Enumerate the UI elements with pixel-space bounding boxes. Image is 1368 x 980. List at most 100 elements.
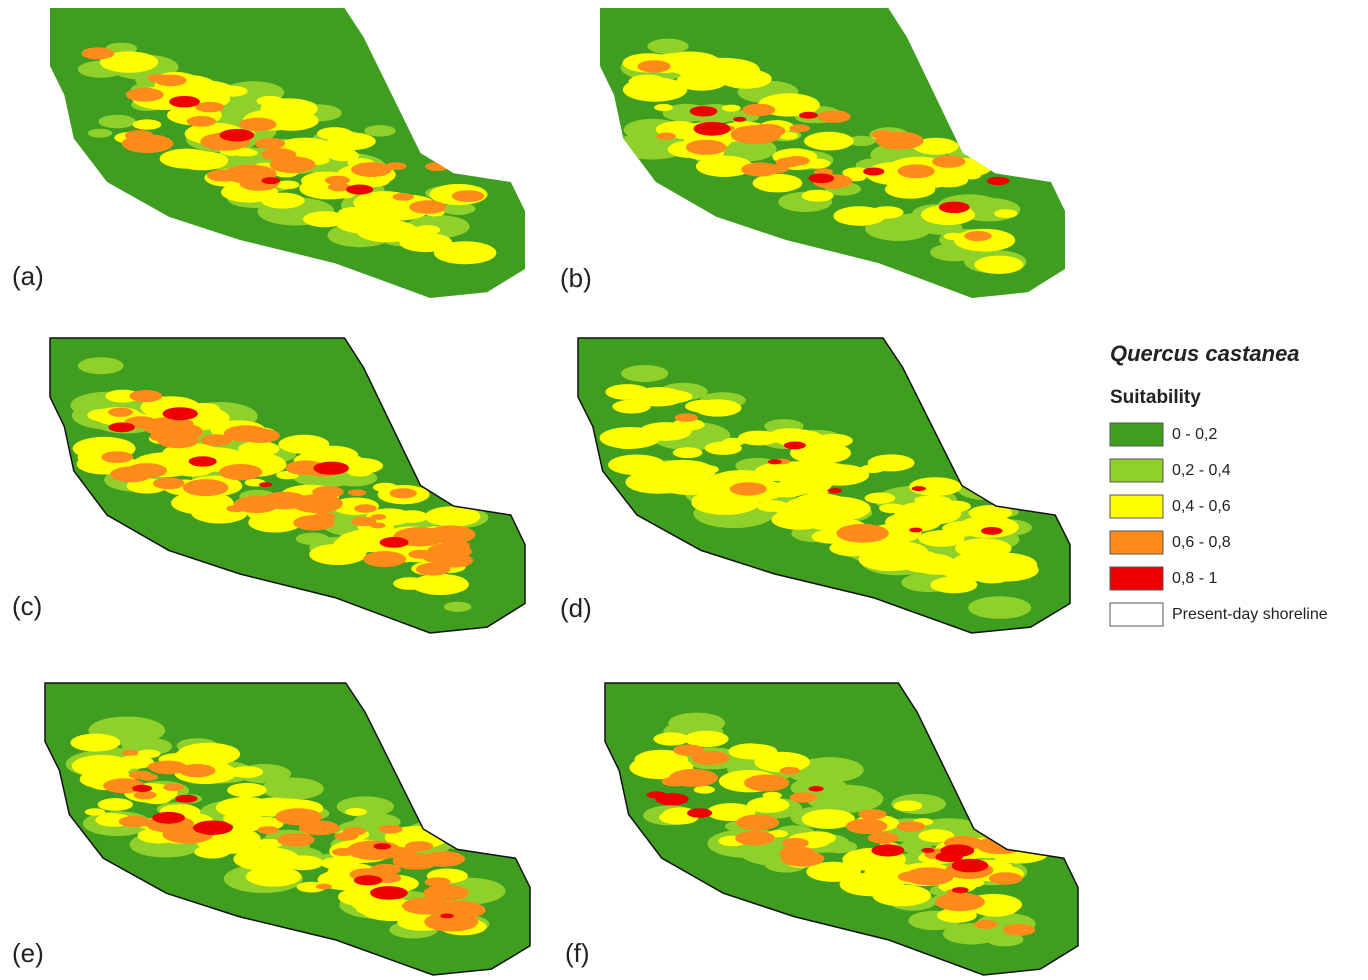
suitability-patch xyxy=(250,857,282,869)
suitability-patch xyxy=(736,815,779,831)
suitability-patch xyxy=(348,489,366,496)
suitability-patch xyxy=(605,384,649,400)
suitability-patch xyxy=(277,833,315,847)
panel-label: (d) xyxy=(560,593,592,623)
suitability-patch xyxy=(219,464,262,480)
suitability-patch xyxy=(675,413,698,421)
suitability-patch xyxy=(317,127,352,140)
suitability-patch xyxy=(871,844,904,856)
suitability-patch xyxy=(944,233,964,240)
suitability-patch xyxy=(201,434,233,446)
suitability-patch xyxy=(78,357,124,374)
suitability-patch xyxy=(694,786,715,794)
suitability-patch xyxy=(163,784,184,792)
suitability-patch xyxy=(207,169,240,181)
suitability-patch xyxy=(686,140,727,155)
suitability-patch xyxy=(323,145,351,155)
suitability-patch xyxy=(987,177,1010,185)
suitability-patch xyxy=(390,488,417,498)
suitability-patch xyxy=(658,390,693,402)
suitability-patch xyxy=(71,734,121,752)
suitability-patch xyxy=(939,202,970,213)
suitability-patch xyxy=(293,515,334,530)
suitability-patch xyxy=(935,893,985,911)
suitability-patch xyxy=(865,493,896,504)
panel-label: (a) xyxy=(12,261,44,291)
suitability-patch xyxy=(653,732,689,745)
suitability-patch xyxy=(776,157,802,167)
suitability-patch xyxy=(731,125,782,144)
suitability-patch xyxy=(815,499,859,515)
suitability-patch xyxy=(974,920,998,929)
suitability-patch xyxy=(826,866,856,877)
suitability-patch xyxy=(259,482,272,487)
suitability-patch xyxy=(921,848,934,853)
suitability-patch xyxy=(958,878,984,888)
suitability-patch xyxy=(868,832,899,843)
suitability-patch xyxy=(261,148,296,161)
suitability-patch xyxy=(863,168,884,176)
suitability-patch xyxy=(223,812,262,826)
suitability-patch xyxy=(768,459,782,464)
suitability-patch xyxy=(935,852,963,862)
suitability-patch xyxy=(974,256,1023,274)
suitability-patch xyxy=(238,441,279,456)
suitability-patch xyxy=(897,821,926,832)
suitability-patch xyxy=(742,104,775,116)
suitability-patch xyxy=(836,524,888,543)
suitability-patch xyxy=(947,555,1010,578)
suitability-patch xyxy=(119,816,151,827)
suitability-patch xyxy=(110,467,152,483)
suitability-patch xyxy=(765,482,807,497)
suitability-patch xyxy=(316,884,332,890)
suitability-patch xyxy=(784,442,806,450)
suitability-patch xyxy=(314,462,349,475)
suitability-patch xyxy=(876,132,924,150)
suitability-patch xyxy=(919,530,965,547)
map-panel: (b) xyxy=(560,8,1065,298)
suitability-patch xyxy=(234,496,280,513)
suitability-patch xyxy=(173,419,194,427)
suitability-patch xyxy=(288,465,310,473)
suitability-patch xyxy=(802,190,834,202)
suitability-patch xyxy=(858,809,886,819)
suitability-patch xyxy=(227,783,267,797)
suitability-patch xyxy=(763,792,782,799)
suitability-patch xyxy=(781,851,825,867)
suitability-patch xyxy=(705,442,742,455)
suitability-patch xyxy=(299,821,340,836)
suitability-patch xyxy=(856,819,885,830)
suitability-patch xyxy=(425,162,449,171)
legend-label: 0,2 - 0,4 xyxy=(1172,462,1231,479)
suitability-patch xyxy=(239,118,276,132)
suitability-patch xyxy=(351,162,392,177)
suitability-patch xyxy=(370,886,408,900)
suitability-patch xyxy=(351,517,376,526)
suitability-patch xyxy=(687,808,712,817)
suitability-patch xyxy=(109,422,135,432)
suitability-patch xyxy=(354,504,377,512)
panel-label: (c) xyxy=(12,591,42,621)
suitability-patch xyxy=(155,75,186,87)
suitability-patch xyxy=(833,206,885,226)
map-panel: (e) xyxy=(12,683,530,975)
suitability-patch xyxy=(968,596,1031,619)
map-panel: (f) xyxy=(565,683,1078,975)
panel-label: (f) xyxy=(565,938,590,968)
legend: Quercus castanea Suitability 0 - 0,20,2 … xyxy=(1110,341,1328,626)
suitability-patch xyxy=(817,110,850,123)
suitability-patch xyxy=(647,39,688,54)
suitability-patch xyxy=(187,116,216,127)
map-panel: (d) xyxy=(560,338,1070,633)
suitability-patch xyxy=(600,427,661,449)
suitability-patch xyxy=(343,827,366,835)
suitability-patch xyxy=(696,58,760,82)
suitability-patch xyxy=(393,193,414,201)
suitability-patch xyxy=(393,853,439,870)
suitability-patch xyxy=(440,914,454,919)
suitability-patch xyxy=(99,115,136,129)
suitability-patch xyxy=(909,528,922,533)
legend-swatch xyxy=(1110,567,1163,590)
suitability-patch xyxy=(363,551,406,567)
suitability-patch xyxy=(989,872,1023,884)
